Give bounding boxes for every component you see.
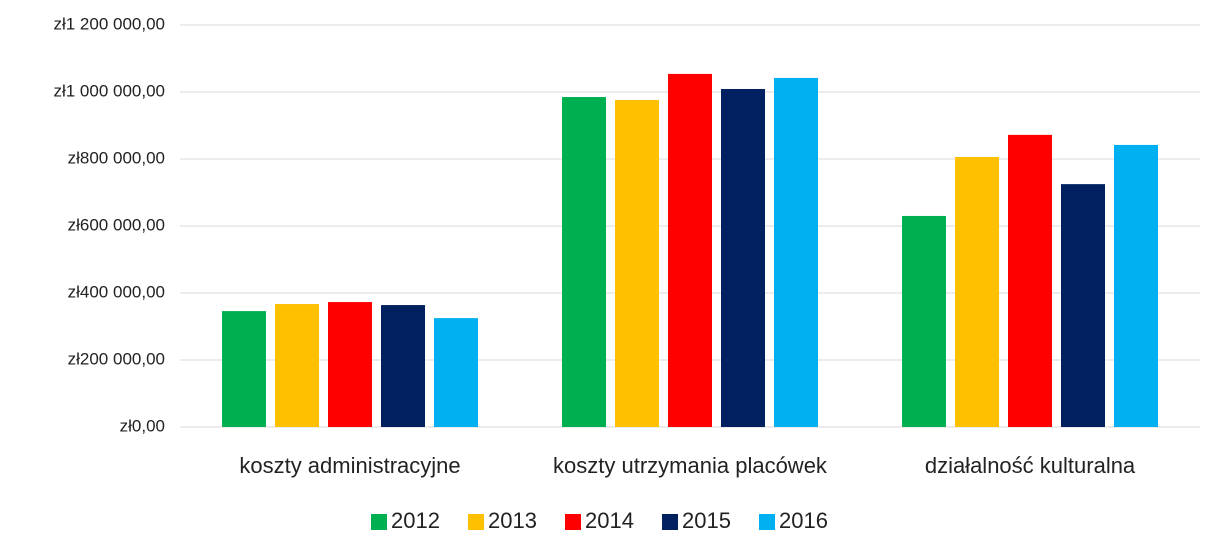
bar: [562, 97, 606, 428]
bar: [902, 215, 946, 427]
legend-swatch: [759, 514, 775, 530]
legend-label: 2014: [585, 508, 634, 533]
bar: [1114, 144, 1158, 427]
x-tick-label: koszty utrzymania placówek: [553, 453, 828, 478]
x-tick-label: działalność kulturalna: [925, 453, 1136, 478]
y-tick-label: zł0,00: [120, 416, 165, 435]
bar: [434, 318, 478, 427]
bar: [1008, 134, 1052, 427]
bar: [955, 156, 999, 428]
legend-swatch: [371, 514, 387, 530]
bar: [275, 304, 319, 427]
y-tick-label: zł200 000,00: [68, 349, 165, 368]
y-tick-label: zł400 000,00: [68, 282, 165, 301]
legend-label: 2012: [391, 508, 440, 533]
legend-swatch: [468, 514, 484, 530]
bar: [668, 73, 712, 427]
bar: [222, 311, 266, 427]
legend-swatch: [565, 514, 581, 530]
y-tick-label: zł1 200 000,00: [53, 14, 165, 33]
legend-label: 2016: [779, 508, 828, 533]
y-tick-label: zł600 000,00: [68, 215, 165, 234]
bar: [721, 88, 765, 428]
y-tick-label: zł1 000 000,00: [53, 81, 165, 100]
bar: [615, 100, 659, 427]
legend-swatch: [662, 514, 678, 530]
bar: [328, 302, 372, 427]
x-tick-label: koszty administracyjne: [239, 453, 460, 478]
bar: [381, 305, 425, 427]
legend-label: 2013: [488, 508, 537, 533]
bar: [1061, 184, 1105, 427]
bar: [774, 77, 818, 428]
y-tick-label: zł800 000,00: [68, 148, 165, 167]
legend-label: 2015: [682, 508, 731, 533]
